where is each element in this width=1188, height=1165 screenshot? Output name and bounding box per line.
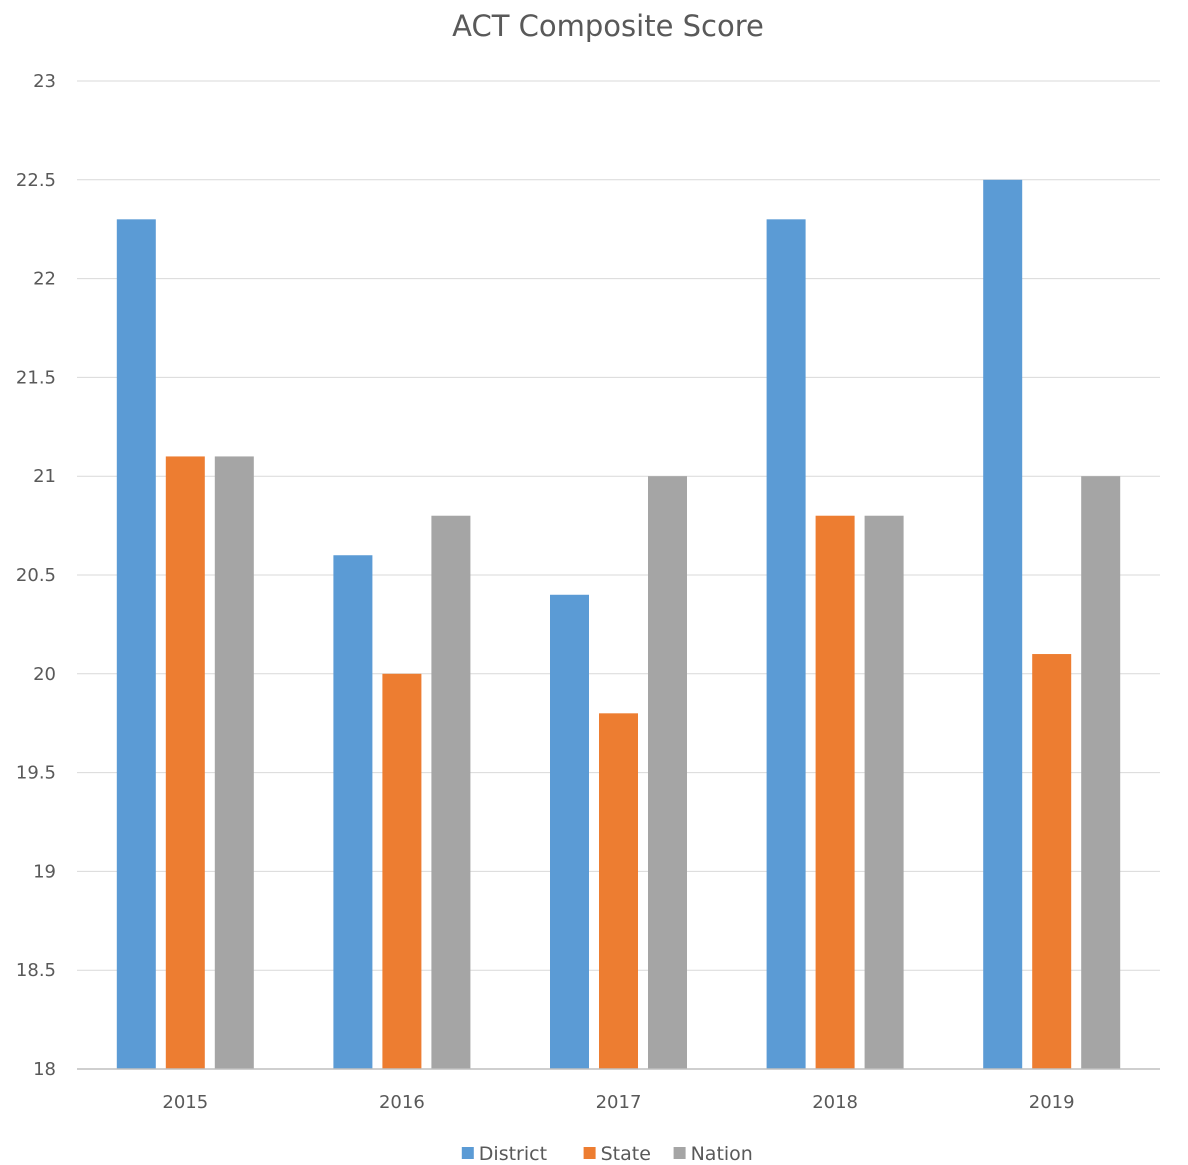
bar-district-2019 xyxy=(983,179,1023,1070)
legend-label-nation: Nation xyxy=(691,1143,753,1165)
chart-title: ACT Composite Score xyxy=(452,9,764,43)
legend-swatch-district xyxy=(461,1147,474,1159)
y-tick-label: 19 xyxy=(33,861,56,882)
x-tick-label: 2017 xyxy=(596,1092,642,1113)
legend: District State Nation xyxy=(461,1143,753,1165)
y-tick-label: 20 xyxy=(33,664,56,685)
y-tick-label: 18 xyxy=(33,1059,56,1080)
bar-nation-2015 xyxy=(214,456,254,1069)
y-tick-label: 21 xyxy=(33,466,56,487)
legend-label-state: State xyxy=(601,1143,651,1165)
bar-state-2015 xyxy=(165,456,205,1069)
y-tick-label: 21.5 xyxy=(16,367,56,388)
y-tick-label: 18.5 xyxy=(16,960,56,981)
bar-district-2017 xyxy=(550,594,589,1069)
bar-nation-2018 xyxy=(864,515,904,1069)
bar-nation-2016 xyxy=(431,515,471,1069)
x-tick-label: 2018 xyxy=(812,1092,858,1113)
bar-nation-2017 xyxy=(648,476,687,1069)
y-tick-label: 20.5 xyxy=(16,565,56,586)
bar-state-2017 xyxy=(599,713,638,1069)
legend-label-district: District xyxy=(479,1143,547,1165)
x-tick-label: 2015 xyxy=(162,1092,208,1113)
legend-swatch-nation xyxy=(673,1147,686,1159)
bar-state-2019 xyxy=(1032,654,1072,1069)
y-tick-label: 19.5 xyxy=(16,763,56,784)
bars xyxy=(116,179,1121,1070)
x-tick-label: 2016 xyxy=(379,1092,425,1113)
bar-district-2016 xyxy=(333,555,373,1069)
bar-district-2015 xyxy=(116,219,156,1069)
legend-swatch-state xyxy=(583,1147,596,1159)
bar-district-2018 xyxy=(766,219,806,1069)
y-tick-label: 22 xyxy=(33,269,56,290)
x-axis-ticks: 2015 2016 2017 2018 2019 xyxy=(162,1092,1074,1113)
x-tick-label: 2019 xyxy=(1029,1092,1075,1113)
bar-nation-2019 xyxy=(1081,476,1121,1069)
y-tick-label: 22.5 xyxy=(16,170,56,191)
gridlines xyxy=(77,80,1160,971)
bar-state-2016 xyxy=(382,673,422,1069)
y-tick-label: 23 xyxy=(33,71,56,92)
bar-state-2018 xyxy=(815,515,855,1069)
y-axis-ticks: 18 18.5 19 19.5 20 20.5 21 21.5 22 22.5 23 xyxy=(16,71,56,1080)
